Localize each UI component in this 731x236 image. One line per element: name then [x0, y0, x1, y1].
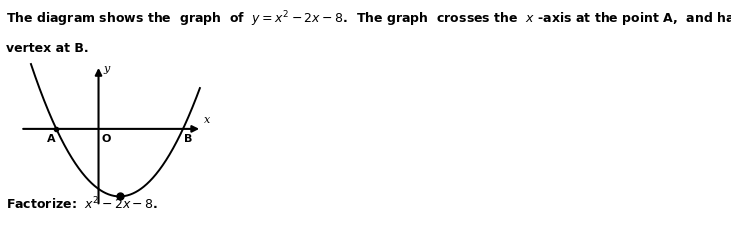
Text: y: y — [104, 64, 110, 74]
Text: B: B — [184, 134, 192, 144]
Text: The diagram shows the  graph  of  $y = x^2 - 2x - 8$.  The graph  crosses the  $: The diagram shows the graph of $y = x^2 … — [6, 9, 731, 29]
Text: O: O — [102, 134, 111, 144]
Text: x: x — [204, 115, 211, 125]
Text: Factorize:  $x^2 - 2x - 8$.: Factorize: $x^2 - 2x - 8$. — [6, 196, 158, 212]
Text: A: A — [47, 134, 56, 144]
Text: vertex at B.: vertex at B. — [6, 42, 88, 55]
